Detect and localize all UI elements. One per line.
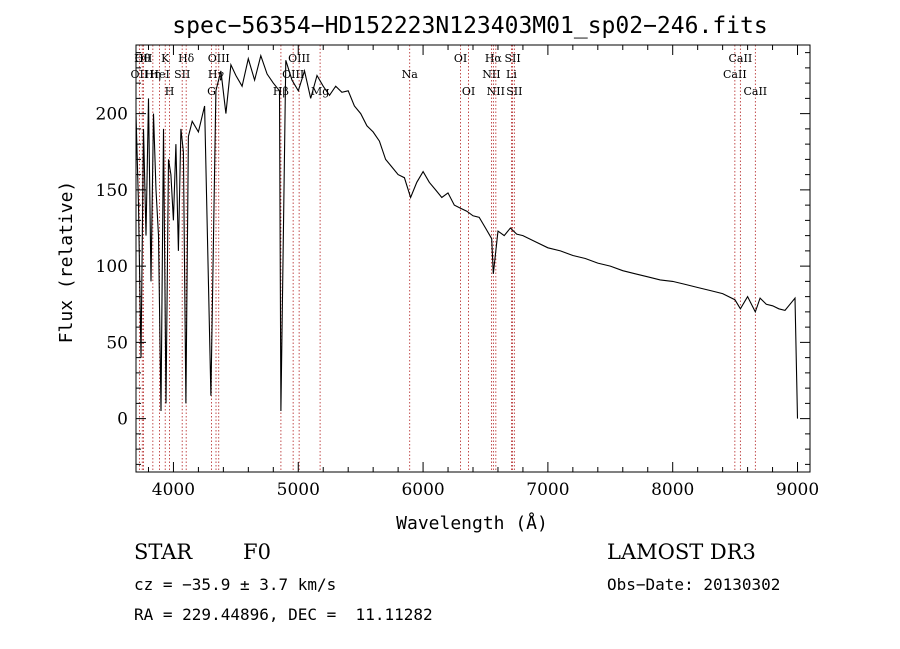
line-label-0: OII — [131, 68, 149, 81]
emission-line-markers — [138, 45, 756, 472]
line-label-2: OII — [135, 52, 153, 65]
y-axis-label: Flux (relative) — [56, 181, 77, 344]
line-label-3: Hη — [145, 68, 161, 81]
line-label-11: OIII — [208, 52, 230, 65]
object-class: STAR — [134, 540, 193, 564]
y-tick-label: 200 — [96, 105, 128, 125]
spectrum-series-line — [135, 53, 799, 419]
line-label-26: CaII — [729, 52, 753, 65]
line-label-13: OIII — [282, 68, 304, 81]
line-label-12: Hβ — [273, 85, 289, 98]
line-label-25: CaII — [723, 68, 747, 81]
line-label-22: SII — [504, 52, 520, 65]
line-label-23: Li — [506, 68, 517, 81]
plot-frame — [135, 44, 811, 473]
y-tick-label: 150 — [96, 181, 128, 201]
line-label-20: Hα — [485, 52, 503, 65]
y-tick-label: 50 — [106, 333, 128, 353]
line-label-24: SII — [506, 85, 522, 98]
y-tick-label: 100 — [96, 257, 128, 277]
x-axis-label: Wavelength (Å) — [396, 512, 548, 534]
x-tick-label: 4000 — [152, 480, 195, 500]
line-label-21: NII — [487, 85, 505, 98]
line-label-9: G — [207, 85, 216, 98]
emission-line-labels: OIIHθOIIHηHeIKHSIIHδGHγOIIIHβOIIIOIIIMgN… — [131, 52, 768, 98]
observation-date: Obs−Date: 20130302 — [607, 575, 781, 594]
x-axis: 4000 5000 6000 7000 8000 9000 — [147, 45, 819, 500]
x-tick-label: 5000 — [277, 480, 320, 500]
x-tick-label: 6000 — [401, 480, 444, 500]
redshift-cz: cz = −35.9 ± 3.7 km/s — [134, 575, 337, 594]
y-axis: 0 50 100 150 200 — [96, 52, 810, 465]
line-label-27: CaII — [743, 85, 767, 98]
line-label-5: K — [161, 52, 170, 65]
line-label-17: OI — [454, 52, 467, 65]
chart-title: spec−56354−HD152223N123403M01_sp02−246.f… — [172, 13, 767, 39]
line-label-16: Na — [402, 68, 419, 81]
line-label-6: H — [165, 85, 175, 98]
survey-name: LAMOST DR3 — [607, 540, 756, 564]
x-tick-label: 7000 — [526, 480, 569, 500]
y-tick-label: 0 — [117, 410, 128, 430]
x-tick-label: 9000 — [776, 480, 819, 500]
x-tick-label: 8000 — [651, 480, 694, 500]
line-label-14: OIII — [288, 52, 310, 65]
object-subclass: F0 — [243, 540, 271, 564]
line-label-8: Hδ — [178, 52, 195, 65]
line-label-7: SII — [174, 68, 190, 81]
coordinates: RA = 229.44896, DEC = 11.11282 — [134, 605, 433, 624]
line-label-19: NII — [482, 68, 500, 81]
line-label-4: HeI — [149, 68, 169, 81]
line-label-18: OI — [462, 85, 475, 98]
line-label-1: Hθ — [134, 52, 151, 65]
